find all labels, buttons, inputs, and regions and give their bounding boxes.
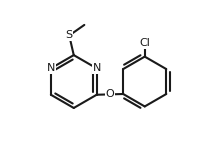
Text: N: N [47, 63, 55, 73]
Text: O: O [106, 89, 114, 99]
Text: Cl: Cl [139, 38, 150, 48]
Text: N: N [92, 63, 101, 73]
Text: S: S [66, 31, 73, 40]
